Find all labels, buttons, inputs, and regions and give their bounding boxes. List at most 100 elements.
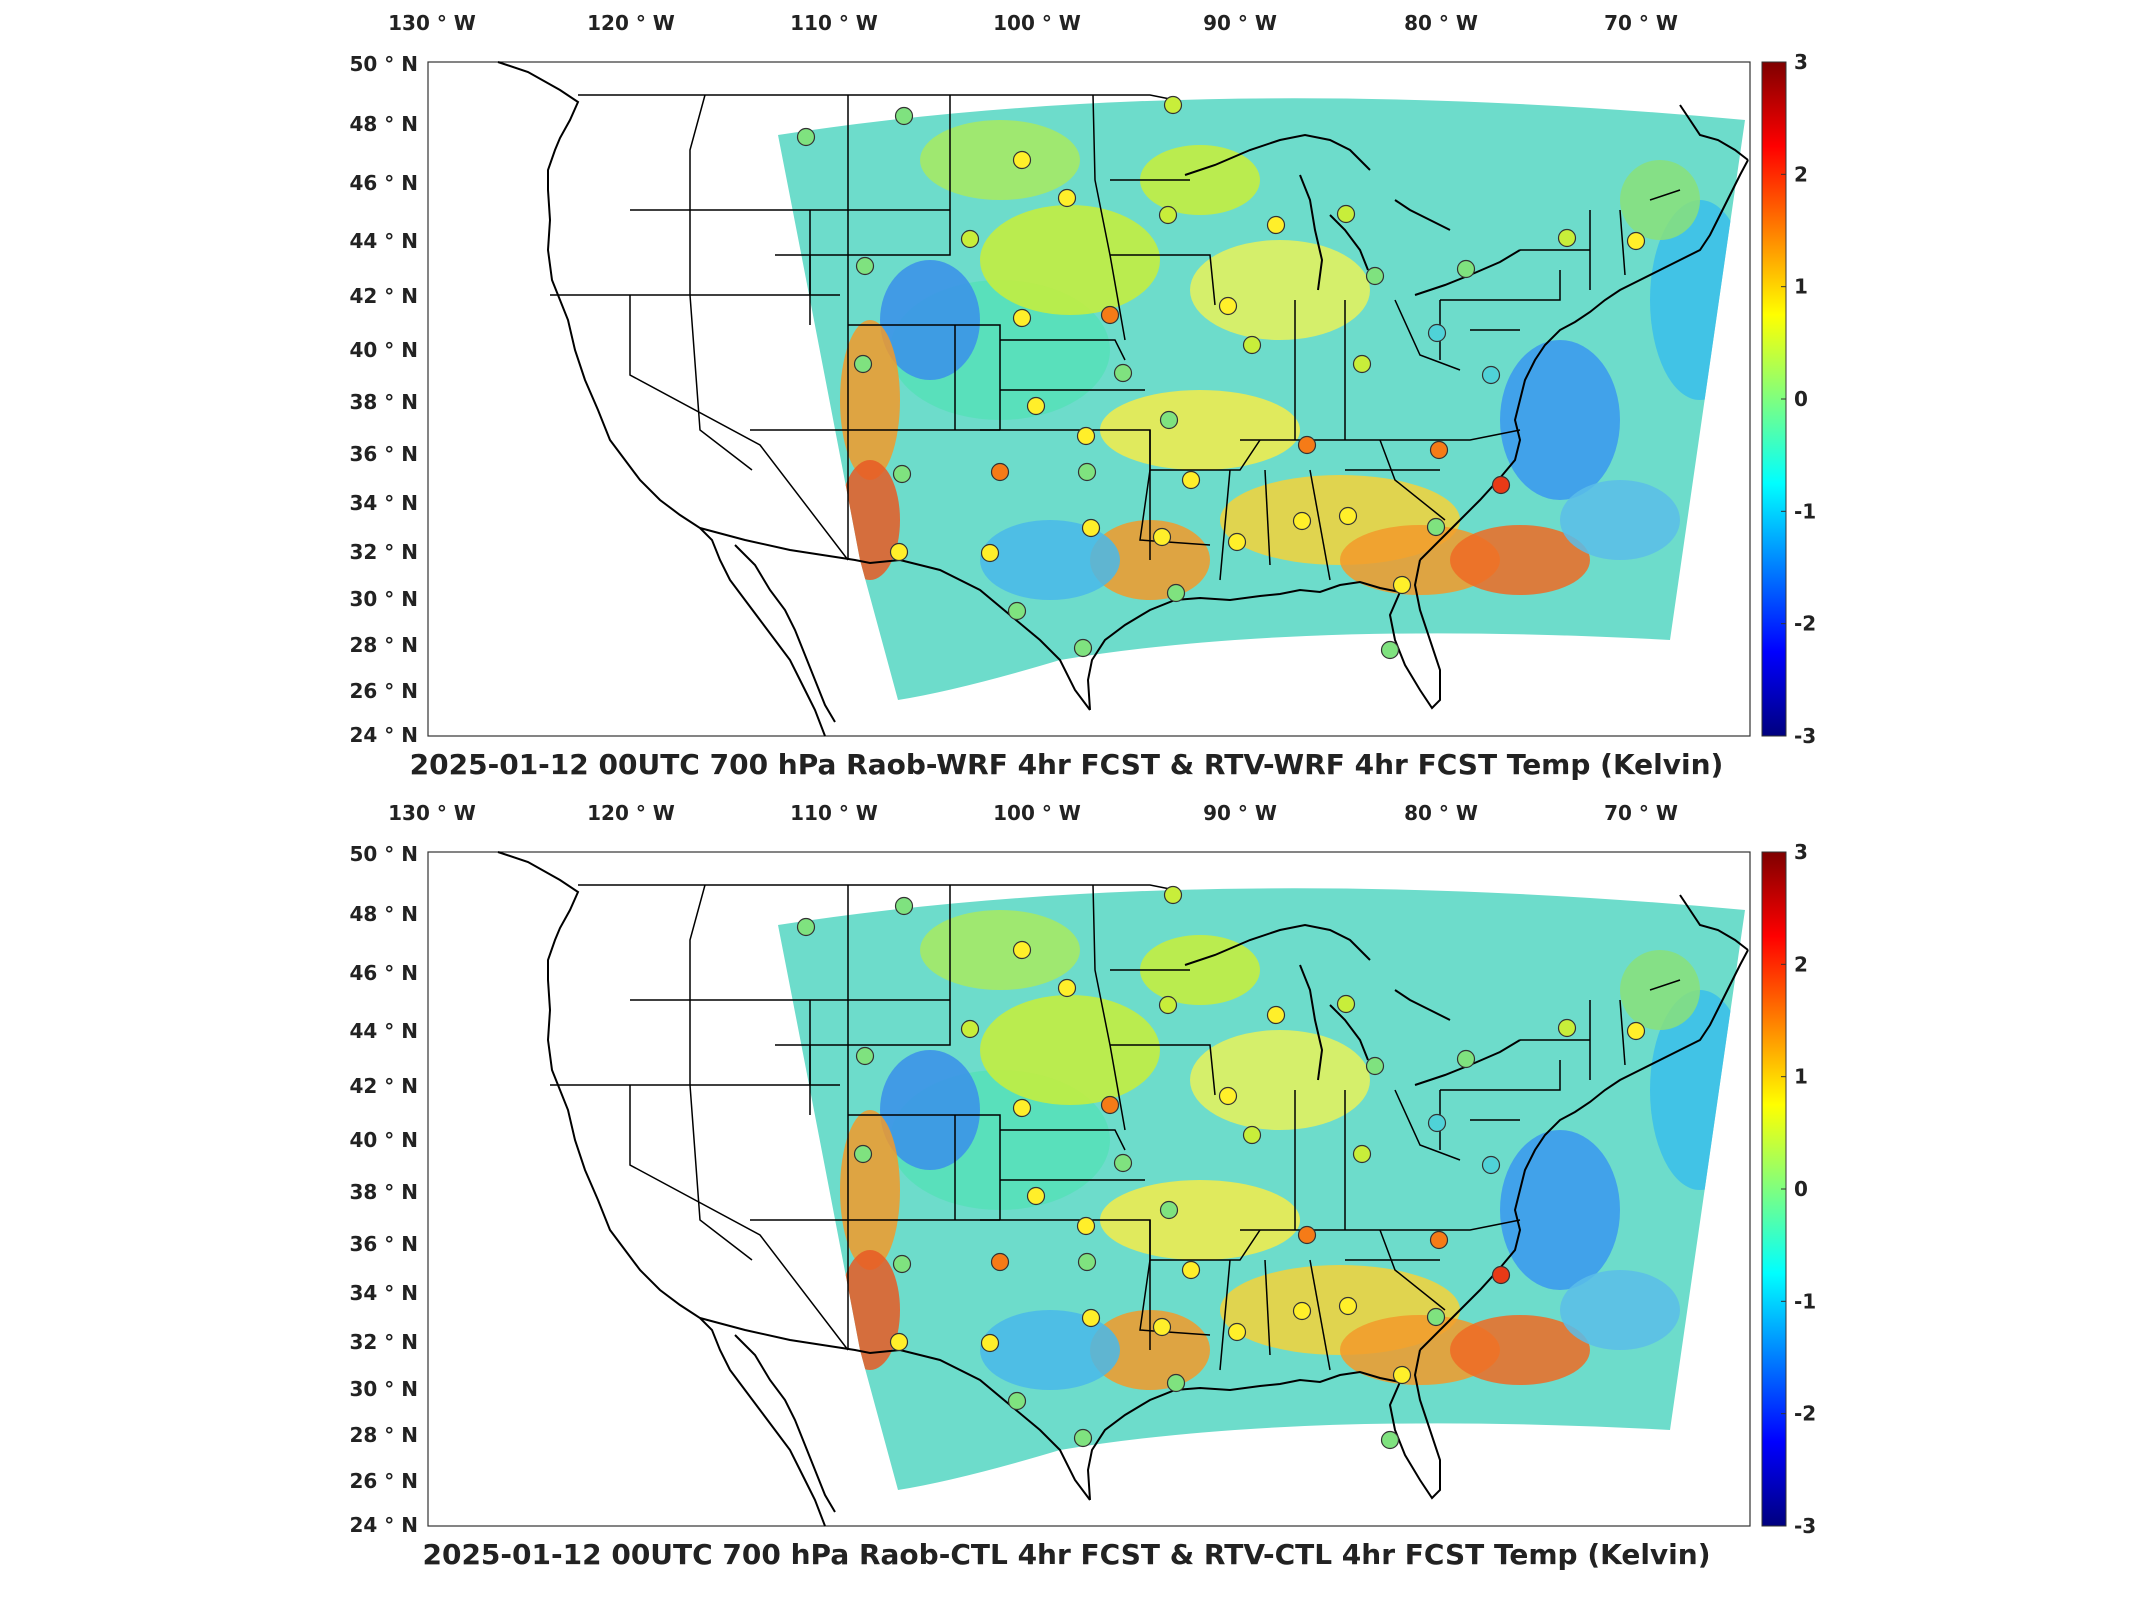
raob-station-marker bbox=[1429, 1230, 1449, 1250]
raob-station-marker bbox=[1456, 1049, 1476, 1069]
raob-station-marker bbox=[1491, 1265, 1511, 1285]
raob-station-marker bbox=[1242, 1125, 1262, 1145]
raob-station-marker bbox=[1113, 363, 1133, 383]
state-border bbox=[1619, 209, 1626, 276]
raob-station-marker bbox=[1429, 440, 1449, 460]
raob-station-marker bbox=[1297, 435, 1317, 455]
map-title-bottom: 2025-01-12 00UTC 700 hPa Raob-CTL 4hr FC… bbox=[422, 1538, 1711, 1571]
field-patch bbox=[980, 205, 1160, 315]
raob-station-marker bbox=[1073, 638, 1093, 658]
map-bottom: 130 ° W 120 ° W 110 ° W 100 ° W 90 ° W 80 ° W… bbox=[350, 801, 1817, 1538]
panel-top: 130 ° W 120 ° W 110 ° W 100 ° W 90 ° W 80 ° W… bbox=[350, 11, 1817, 781]
colorbar-tick-label: -3 bbox=[1794, 724, 1816, 748]
raob-station-marker bbox=[1352, 1144, 1372, 1164]
state-border bbox=[775, 885, 951, 1046]
state-border bbox=[1649, 189, 1681, 201]
lon-tick-label: 110 ° W bbox=[790, 801, 878, 825]
raob-station-marker bbox=[889, 542, 909, 562]
raob-station-marker bbox=[1557, 228, 1577, 248]
field-patch bbox=[840, 320, 900, 480]
field-patch bbox=[840, 1110, 900, 1270]
raob-station-marker bbox=[1181, 1260, 1201, 1280]
colorbar-tick-label: 1 bbox=[1794, 1065, 1808, 1089]
raob-station-marker bbox=[1012, 1098, 1032, 1118]
raob-station-marker bbox=[1218, 1086, 1238, 1106]
state-border bbox=[629, 1085, 849, 1351]
field-patch bbox=[1500, 340, 1620, 500]
state-border bbox=[1219, 1259, 1231, 1371]
lat-tick-label: 28 ° N bbox=[350, 1423, 419, 1447]
colorbar-tick-label: -1 bbox=[1794, 499, 1816, 523]
raob-station-marker bbox=[980, 1333, 1000, 1353]
lon-tick-label: 70 ° W bbox=[1604, 11, 1678, 35]
lon-tick-label: 90 ° W bbox=[1203, 801, 1277, 825]
raob-station-marker bbox=[796, 917, 816, 937]
raob-station-marker bbox=[1012, 940, 1032, 960]
raob-station-marker bbox=[853, 354, 873, 374]
raob-station-marker bbox=[1481, 365, 1501, 385]
colorbar-tick-label: -2 bbox=[1794, 612, 1816, 636]
state-border bbox=[1394, 299, 1461, 371]
field-patch bbox=[1140, 145, 1260, 215]
raob-station-marker bbox=[990, 1252, 1010, 1272]
coastline bbox=[1086, 580, 1401, 711]
raob-station-marker bbox=[1626, 1021, 1646, 1041]
state-border bbox=[1394, 1089, 1461, 1161]
lat-tick-label: 26 ° N bbox=[350, 1469, 419, 1493]
raob-station-marker bbox=[1100, 305, 1120, 325]
lon-tick-label: 70 ° W bbox=[1604, 801, 1678, 825]
raob-station-marker bbox=[1007, 601, 1027, 621]
colorbar-tick-label: 0 bbox=[1794, 387, 1808, 411]
raob-station-marker bbox=[796, 127, 816, 147]
raob-station-marker bbox=[980, 543, 1000, 563]
raob-station-marker bbox=[1626, 231, 1646, 251]
state-border bbox=[1264, 469, 1271, 566]
field-patch bbox=[920, 120, 1080, 200]
state-border bbox=[1440, 270, 1561, 301]
raob-station-marker bbox=[1227, 1322, 1247, 1342]
lat-tick-label: 42 ° N bbox=[350, 1074, 419, 1098]
coastline bbox=[1184, 923, 1371, 966]
raob-station-marker bbox=[990, 462, 1010, 482]
field-patch bbox=[1190, 240, 1370, 340]
raob-station-marker bbox=[1426, 517, 1446, 537]
raob-station-marker bbox=[1073, 1428, 1093, 1448]
lat-tick-label: 50 ° N bbox=[350, 842, 419, 866]
raob-station-marker bbox=[1392, 575, 1412, 595]
colorbar-tick-label: 0 bbox=[1794, 1177, 1808, 1201]
lat-tick-label: 48 ° N bbox=[350, 112, 419, 136]
lon-tick-label: 80 ° W bbox=[1404, 801, 1478, 825]
lat-tick-label: 46 ° N bbox=[350, 961, 419, 985]
raob-station-marker bbox=[1352, 354, 1372, 374]
coastline bbox=[1329, 214, 1369, 271]
coastline bbox=[1184, 133, 1371, 176]
raob-station-marker bbox=[1336, 994, 1356, 1014]
raob-station-marker bbox=[894, 106, 914, 126]
raob-station-marker bbox=[1292, 1301, 1312, 1321]
field-patch bbox=[980, 1310, 1120, 1390]
raob-station-marker bbox=[1557, 1018, 1577, 1038]
lat-tick-label: 40 ° N bbox=[350, 1128, 419, 1152]
state-border bbox=[1149, 430, 1261, 471]
coastline bbox=[1419, 949, 1749, 1351]
raob-station-marker bbox=[1163, 95, 1183, 115]
state-border bbox=[1440, 1060, 1561, 1091]
field-patch bbox=[1140, 935, 1260, 1005]
state-border bbox=[1092, 94, 1126, 341]
raob-station-marker bbox=[1081, 518, 1101, 538]
field-patch bbox=[1560, 480, 1680, 560]
lat-tick-label: 24 ° N bbox=[350, 1513, 419, 1537]
state-border bbox=[578, 884, 1176, 891]
lat-tick-label: 50 ° N bbox=[350, 52, 419, 76]
lat-tick-label: 44 ° N bbox=[350, 229, 419, 253]
lon-tick-label: 120 ° W bbox=[587, 801, 675, 825]
coastline bbox=[1419, 159, 1749, 561]
raob-station-marker bbox=[1159, 1200, 1179, 1220]
field-patch bbox=[1620, 160, 1700, 240]
state-border bbox=[689, 884, 706, 1085]
state-border bbox=[848, 1114, 1001, 1220]
state-border bbox=[1264, 1259, 1271, 1356]
field-patch bbox=[920, 910, 1080, 990]
state-border bbox=[775, 95, 951, 256]
state-border bbox=[1110, 1044, 1216, 1096]
